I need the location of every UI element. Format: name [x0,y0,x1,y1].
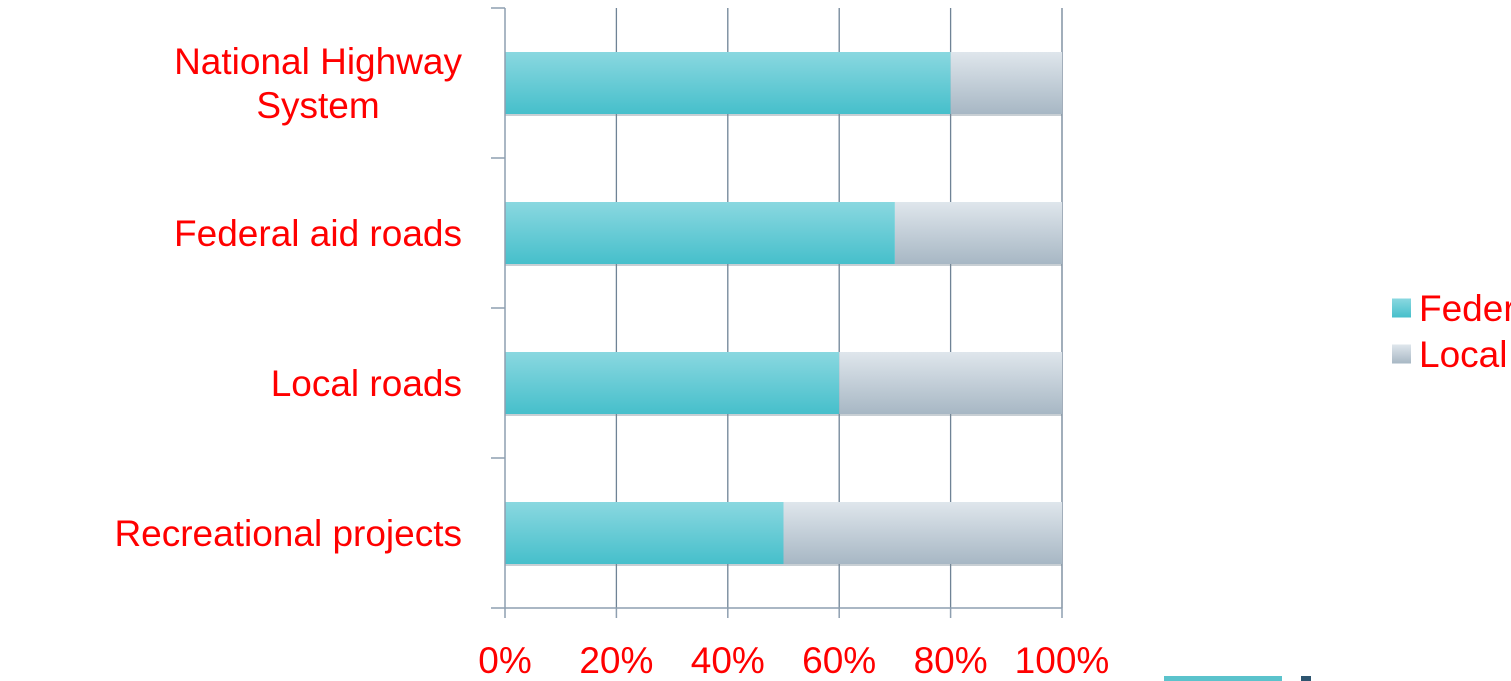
category-label-3: Local roads [271,363,462,404]
legend: Federal Share Local Share [1392,288,1511,375]
x-tick-label-0: 0% [478,640,531,681]
bar-local-share-1 [950,52,1062,114]
axes [491,7,1063,618]
labels: 0% 20% 40% 60% 80% 100% National Highway System… [114,41,1109,681]
bar-local-share-3 [839,352,1062,414]
legend-label-local-share: Local Share [1419,334,1511,375]
x-tick-label-20: 20% [579,640,653,681]
x-tick-label-40: 40% [691,640,765,681]
bars [505,52,1062,566]
bar-local-share-4 [783,502,1062,564]
x-tick-label-100: 100% [1015,640,1110,681]
legend-swatch-local-share [1392,344,1411,364]
bar-federal-share-4 [505,502,784,564]
x-tick-label-60: 60% [802,640,876,681]
bar-local-share-2 [894,202,1062,264]
bar-federal-share-3 [505,352,840,414]
legend-label-federal-share: Federal Share [1419,288,1511,329]
bar-federal-share-2 [505,202,895,264]
footer-accent-bar [1164,676,1282,681]
x-tick-label-80: 80% [914,640,988,681]
footer-accent-block [1301,676,1311,681]
category-label-1: National Highway System [174,41,462,126]
category-label-4: Recreational projects [114,513,462,554]
category-label-2: Federal aid roads [174,213,462,254]
bar-federal-share-1 [505,52,951,114]
legend-swatch-federal-share [1392,298,1411,318]
decoration [1164,676,1311,681]
